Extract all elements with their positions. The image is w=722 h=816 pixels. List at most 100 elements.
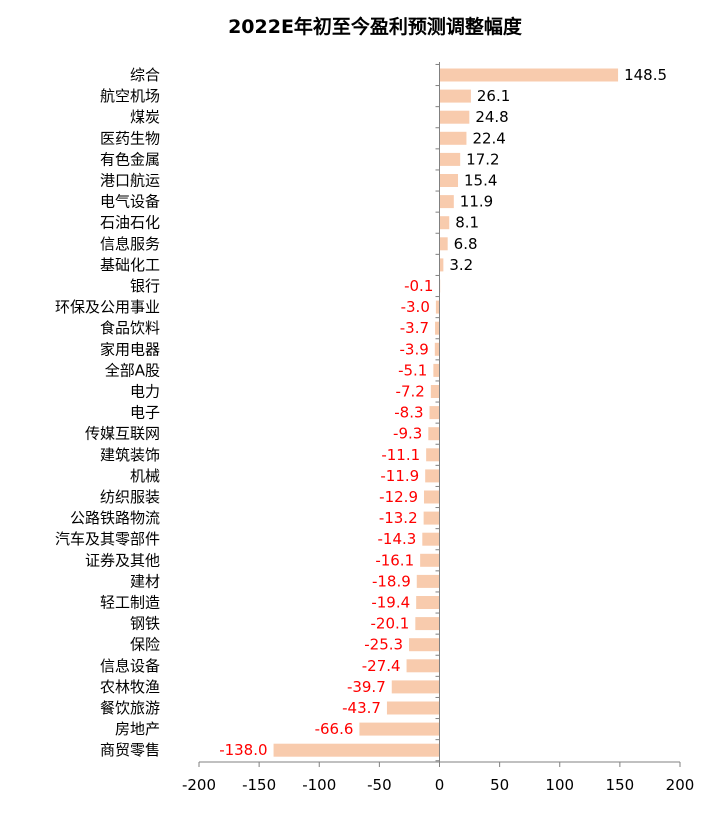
category-label: 农林牧渔 <box>100 678 160 696</box>
bar-27 <box>409 638 440 652</box>
category-label: 证券及其他 <box>85 551 160 569</box>
category-label: 汽车及其零部件 <box>55 530 160 548</box>
value-label: -3.7 <box>400 319 429 337</box>
value-label: -12.9 <box>379 488 418 506</box>
category-label: 机械 <box>130 467 160 485</box>
bar-9 <box>439 258 444 272</box>
category-label: 石油石化 <box>100 214 160 232</box>
chart-title: 2022E年初至今盈利预测调整幅度 <box>228 15 523 38</box>
value-label: 26.1 <box>477 87 510 105</box>
category-label: 港口航运 <box>100 172 160 190</box>
category-labels: 综合航空机场煤炭医药生物有色金属港口航运电气设备石油石化信息服务基础化工银行环保… <box>55 66 160 759</box>
bar-19 <box>425 469 440 483</box>
bar-28 <box>406 659 440 673</box>
x-tick-label: -100 <box>302 776 336 794</box>
value-label: -9.3 <box>393 425 422 443</box>
bar-4 <box>439 152 461 166</box>
category-label: 轻工制造 <box>100 594 160 612</box>
category-label: 银行 <box>130 277 160 295</box>
x-tick-label: 100 <box>545 776 574 794</box>
x-tick-label: -50 <box>367 776 392 794</box>
x-tick-label: 0 <box>435 776 445 794</box>
bar-20 <box>423 490 440 504</box>
bar-15 <box>430 385 440 398</box>
value-label: 17.2 <box>466 150 499 168</box>
bar-25 <box>416 596 440 609</box>
category-label: 基础化工 <box>100 256 160 274</box>
value-label: -66.6 <box>315 720 354 738</box>
category-label: 医药生物 <box>100 129 160 147</box>
x-tick-label: -150 <box>242 776 276 794</box>
value-label: -13.2 <box>379 509 418 527</box>
value-label: -3.9 <box>400 340 429 358</box>
value-label: -27.4 <box>362 657 401 675</box>
bar-24 <box>416 574 440 588</box>
x-tick-label: -200 <box>182 776 216 794</box>
bar-2 <box>439 110 470 124</box>
bar-1 <box>439 89 471 103</box>
value-label: -20.1 <box>371 615 410 633</box>
x-tick-label: 50 <box>490 776 509 794</box>
category-label: 电气设备 <box>100 193 160 211</box>
value-label: 8.1 <box>455 214 479 232</box>
bar-8 <box>439 237 448 251</box>
category-label: 商贸零售 <box>100 741 160 759</box>
x-tick-label: 200 <box>666 776 695 794</box>
value-label: -19.4 <box>371 594 410 612</box>
bar-23 <box>420 553 440 567</box>
category-label: 电力 <box>130 383 160 401</box>
category-label: 煤炭 <box>130 108 160 126</box>
category-label: 信息服务 <box>100 235 160 253</box>
bar-12 <box>435 321 440 335</box>
bar-29 <box>391 680 440 694</box>
value-label: -3.0 <box>401 298 430 316</box>
bar-31 <box>359 722 440 736</box>
value-label: -25.3 <box>364 636 403 654</box>
x-tick-label: 150 <box>606 776 635 794</box>
bar-30 <box>386 701 440 715</box>
category-label: 钢铁 <box>130 615 160 633</box>
category-label: 信息设备 <box>100 657 160 675</box>
bar-3 <box>439 131 467 145</box>
category-label: 传媒互联网 <box>85 425 160 443</box>
bar-0 <box>439 68 619 82</box>
value-label: -11.1 <box>381 446 420 464</box>
bar-14 <box>433 363 440 377</box>
category-label: 食品饮料 <box>100 319 160 337</box>
bar-17 <box>428 427 440 441</box>
value-label: 22.4 <box>472 129 505 147</box>
value-label: -138.0 <box>219 741 267 759</box>
category-label: 房地产 <box>115 720 160 738</box>
bars-group <box>273 68 619 757</box>
value-labels: 148.5 26.1 24.8 22.4 17.2 15.4 11.9 8.1 6.8 3.2 -0… <box>219 66 667 759</box>
bar-22 <box>422 532 440 546</box>
value-label: 15.4 <box>464 172 497 190</box>
category-label: 保险 <box>130 636 160 654</box>
bar-6 <box>439 195 454 209</box>
value-label: -7.2 <box>396 383 425 401</box>
value-label: -39.7 <box>347 678 386 696</box>
category-label: 环保及公用事业 <box>55 298 160 316</box>
value-label: -43.7 <box>342 699 381 717</box>
value-label: 3.2 <box>449 256 473 274</box>
bar-13 <box>434 342 440 356</box>
bar-5 <box>439 174 459 187</box>
bar-7 <box>439 216 450 230</box>
bar-11 <box>435 300 440 314</box>
category-label: 餐饮旅游 <box>100 699 160 717</box>
value-label: 24.8 <box>475 108 508 126</box>
value-label: -11.9 <box>380 467 419 485</box>
bar-26 <box>415 617 440 631</box>
bar-16 <box>429 406 440 420</box>
value-label: -0.1 <box>404 277 433 295</box>
value-label: -16.1 <box>375 551 414 569</box>
value-label: 11.9 <box>460 193 493 211</box>
category-label: 综合 <box>130 66 160 84</box>
value-label: -8.3 <box>394 404 423 422</box>
category-label: 建材 <box>130 572 160 590</box>
category-label: 航空机场 <box>100 87 160 105</box>
value-label: 148.5 <box>624 66 667 84</box>
category-label: 家用电器 <box>100 340 160 358</box>
value-label: 6.8 <box>454 235 478 253</box>
